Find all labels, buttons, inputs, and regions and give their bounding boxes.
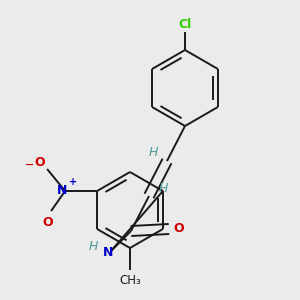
Text: N: N [57, 184, 67, 197]
Text: H: H [148, 146, 158, 160]
Text: N: N [103, 247, 113, 260]
Text: H: H [88, 239, 98, 253]
Text: O: O [43, 217, 53, 230]
Text: CH₃: CH₃ [119, 274, 141, 286]
Text: +: + [69, 177, 77, 187]
Text: Cl: Cl [178, 17, 192, 31]
Text: O: O [35, 157, 45, 169]
Text: −: − [24, 160, 34, 170]
Text: O: O [174, 223, 184, 236]
Text: H: H [158, 182, 168, 194]
